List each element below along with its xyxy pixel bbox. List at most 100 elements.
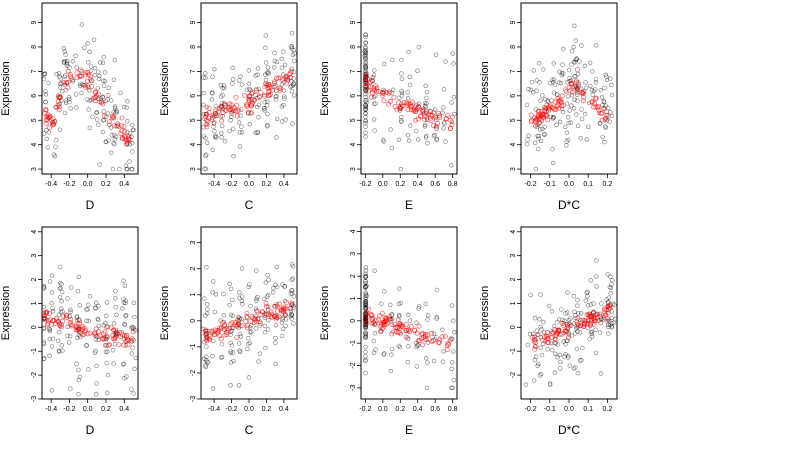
observed-point — [273, 335, 278, 341]
fitted-point — [416, 323, 422, 329]
fitted-point — [581, 322, 587, 328]
fitted-point — [59, 324, 65, 330]
observed-point — [246, 336, 251, 341]
observed-point — [397, 344, 403, 350]
observed-point — [363, 307, 368, 312]
observed-point — [49, 290, 55, 295]
observed-point — [363, 296, 368, 302]
observed-point — [288, 308, 294, 314]
observed-point — [112, 57, 118, 63]
observed-point — [594, 284, 599, 289]
observed-point — [85, 41, 90, 46]
fitted-point — [111, 327, 117, 333]
fitted-point — [246, 98, 252, 104]
observed-point — [73, 53, 78, 58]
observed-point — [372, 331, 378, 336]
observed-point — [265, 122, 270, 128]
observed-point — [105, 349, 110, 354]
fitted-point — [109, 115, 115, 121]
y-tick-label: 3 — [510, 167, 517, 171]
observed-point — [237, 331, 243, 337]
fitted-point — [545, 333, 551, 339]
observed-point — [106, 85, 111, 91]
observed-point — [262, 296, 267, 302]
observed-point — [68, 106, 73, 111]
observed-point — [575, 123, 581, 129]
observed-point — [274, 264, 279, 270]
observed-point — [584, 290, 589, 295]
observed-point — [229, 343, 235, 348]
fitted-point — [81, 325, 87, 331]
fitted-point — [602, 312, 608, 318]
observed-point — [414, 128, 419, 134]
observed-point — [569, 48, 575, 54]
fitted-point — [113, 327, 119, 333]
fitted-point — [234, 323, 240, 329]
observed-point — [571, 106, 577, 111]
fitted-point — [204, 111, 210, 117]
observed-point — [105, 372, 111, 378]
observed-point — [610, 301, 616, 306]
fitted-point — [417, 114, 423, 120]
observed-point — [201, 102, 206, 108]
observed-point — [230, 126, 236, 132]
observed-point — [541, 319, 546, 325]
observed-point — [263, 77, 269, 83]
fitted-point — [52, 119, 58, 125]
observed-point — [551, 61, 556, 66]
observed-point — [533, 166, 538, 172]
observed-point — [238, 349, 243, 354]
y-tick-label: 0 — [190, 319, 197, 323]
fitted-point — [541, 114, 547, 120]
fitted-point — [219, 118, 225, 124]
observed-point — [266, 277, 271, 282]
observed-point — [93, 300, 99, 305]
y-tick-label: 2 — [350, 274, 357, 278]
observed-point — [594, 274, 599, 279]
observed-point — [538, 371, 544, 377]
fitted-point — [403, 322, 409, 328]
y-tick-label: 6 — [510, 94, 517, 98]
observed-point — [363, 34, 368, 40]
observed-point — [67, 96, 72, 102]
observed-point — [246, 342, 251, 347]
observed-point — [236, 120, 242, 125]
observed-point — [407, 82, 413, 88]
observed-point — [450, 360, 455, 365]
observed-point — [363, 334, 368, 339]
observed-point — [62, 110, 68, 116]
fitted-point — [124, 140, 130, 146]
panel-1: -0.4 -0.2 0.0 0.2 0.4 3 4 5 6 7 8 9 D Expression — [0, 2, 139, 212]
fitted-point — [376, 317, 382, 323]
observed-point — [114, 124, 119, 129]
fitted-point — [422, 336, 428, 342]
observed-point — [210, 147, 216, 153]
observed-point — [416, 343, 421, 348]
observed-point — [529, 79, 535, 85]
fitted-point — [206, 105, 212, 111]
observed-point — [434, 52, 439, 57]
observed-point — [246, 81, 252, 86]
fitted-point — [85, 84, 91, 90]
fitted-point — [108, 325, 114, 331]
fitted-point — [369, 90, 375, 96]
fitted-point — [560, 103, 566, 109]
fitted-point — [602, 116, 608, 122]
fitted-point — [121, 342, 127, 348]
observed-point — [449, 163, 454, 168]
observed-point — [249, 329, 254, 334]
observed-point — [550, 147, 555, 152]
fitted-point — [254, 308, 260, 314]
fitted-point — [567, 88, 573, 94]
observed-point — [288, 314, 293, 319]
fitted-point — [80, 332, 86, 338]
fitted-point — [566, 334, 572, 340]
observed-point — [129, 339, 135, 344]
observed-point — [59, 306, 64, 311]
fitted-point — [288, 75, 294, 81]
observed-point — [95, 86, 101, 91]
fitted-point — [274, 303, 280, 309]
observed-point — [397, 286, 402, 291]
observed-point — [201, 326, 206, 332]
observed-point — [222, 83, 227, 88]
